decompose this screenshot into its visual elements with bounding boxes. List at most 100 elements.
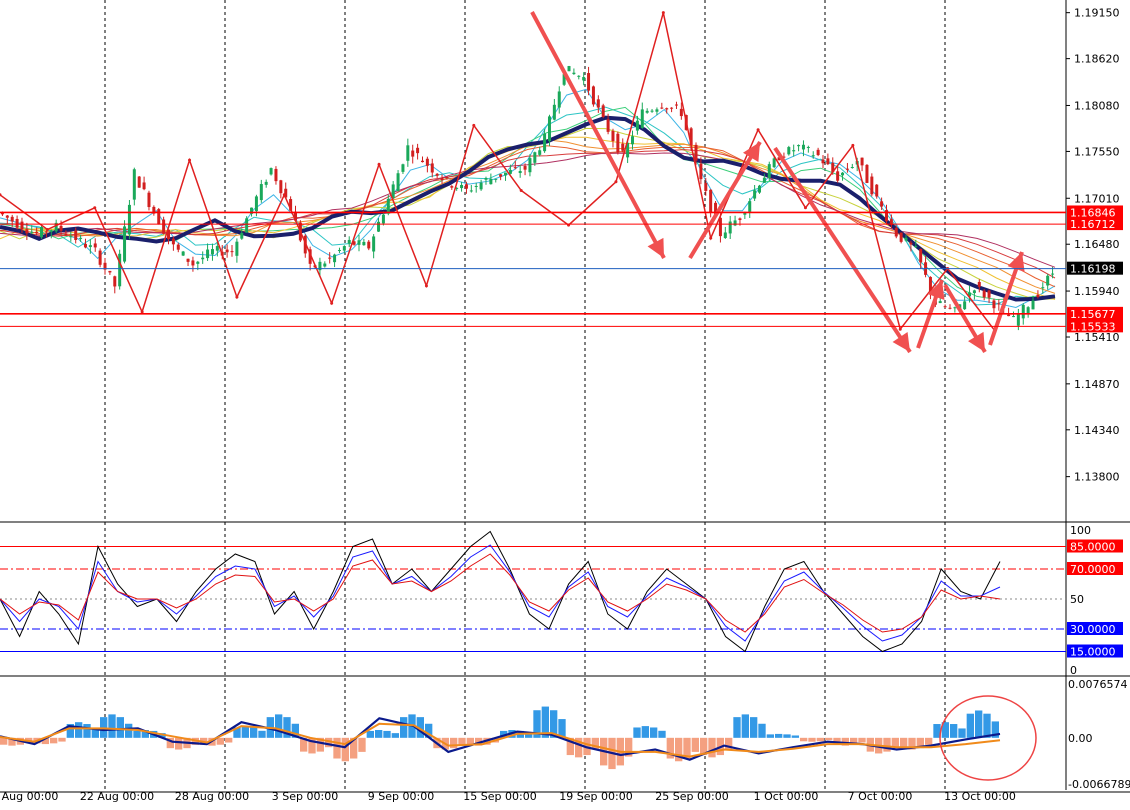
macd-histogram-bar xyxy=(858,737,866,743)
candle-body xyxy=(645,110,649,113)
macd-histogram-bar xyxy=(400,717,408,738)
macd-histogram-bar xyxy=(725,737,733,750)
macd-histogram-bar xyxy=(83,724,91,738)
candle-body xyxy=(728,221,732,234)
macd-histogram-bar xyxy=(741,714,749,738)
candle-body xyxy=(1051,273,1055,275)
candle-body xyxy=(1011,316,1015,318)
candle-body xyxy=(953,307,957,309)
candle-body xyxy=(210,249,214,255)
macd-histogram-bar xyxy=(366,730,374,738)
candle-body xyxy=(1007,314,1011,317)
macd-histogram-bar xyxy=(475,737,483,746)
candle-body xyxy=(943,306,947,308)
macd-histogram-bar xyxy=(733,717,741,738)
candle-body xyxy=(836,171,840,181)
candle-body xyxy=(64,233,68,236)
candle-body xyxy=(469,190,473,192)
macd-histogram-bar xyxy=(333,737,341,759)
macd-histogram-bar xyxy=(625,737,633,757)
price-tick-label: 1.15940 xyxy=(1074,285,1120,298)
candle-body xyxy=(118,253,122,287)
macd-histogram-bar xyxy=(225,737,233,743)
macd-histogram-bar xyxy=(450,737,458,749)
macd-histogram-bar xyxy=(850,737,858,745)
candle-body xyxy=(670,107,674,109)
candle-body xyxy=(611,130,615,142)
candle-body xyxy=(699,163,703,180)
macd-histogram-bar xyxy=(591,737,599,750)
candle-body xyxy=(416,147,420,154)
macd-histogram-bar xyxy=(91,728,99,738)
macd-histogram-bar xyxy=(958,728,966,738)
candle-body xyxy=(337,250,341,252)
macd-histogram-bar xyxy=(525,733,533,738)
candle-body xyxy=(450,186,454,188)
candle-body xyxy=(904,237,908,241)
candle-body xyxy=(811,155,815,157)
candle-body xyxy=(455,187,459,189)
candle-body xyxy=(557,91,561,108)
time-tick-label: 15 Sep 00:00 xyxy=(463,790,536,803)
candle-body xyxy=(635,120,639,131)
candle-body xyxy=(626,142,630,158)
candle-body xyxy=(870,176,874,195)
candle-body xyxy=(113,276,117,287)
candle-body xyxy=(206,249,210,259)
candle-body xyxy=(279,180,283,194)
macd-histogram-bar xyxy=(383,730,391,738)
trend-arrow-up-3 xyxy=(988,251,1025,346)
price-tick-label: 1.16480 xyxy=(1074,238,1120,251)
candle-body xyxy=(79,237,83,239)
macd-line xyxy=(0,717,1001,761)
candle-body xyxy=(186,258,190,262)
candle-body xyxy=(88,245,92,248)
time-tick-label: 25 Sep 00:00 xyxy=(655,790,728,803)
macd-histogram-bar xyxy=(891,737,899,748)
candle-body xyxy=(787,147,791,155)
zigzag-point xyxy=(45,227,49,231)
candle-body xyxy=(1031,300,1035,310)
candle-body xyxy=(718,217,722,237)
level-badge-label: 1.15677 xyxy=(1070,308,1116,321)
candle-body xyxy=(152,206,156,214)
candle-body xyxy=(445,177,449,179)
macd-histogram-bar xyxy=(341,737,349,762)
candle-body xyxy=(880,201,884,207)
candle-body xyxy=(250,207,254,214)
candle-body xyxy=(577,75,581,77)
zigzag-point xyxy=(614,180,618,184)
candle-body xyxy=(289,199,293,211)
macd-histogram-bar xyxy=(916,737,924,749)
candle-body xyxy=(860,157,864,166)
current-price-badge xyxy=(1067,261,1123,275)
candle-body xyxy=(821,159,825,164)
zigzag-point xyxy=(330,301,334,305)
candle-body xyxy=(547,116,551,142)
macd-tick-label: -0.0066789 xyxy=(1068,778,1130,791)
macd-histogram-bar xyxy=(541,706,549,738)
time-tick-label: 9 Sep 00:00 xyxy=(368,790,434,803)
candle-body xyxy=(616,133,620,153)
candle-body xyxy=(499,174,503,177)
candle-body xyxy=(582,77,586,81)
price-tick-label: 1.18080 xyxy=(1074,99,1120,112)
candle-body xyxy=(440,177,444,180)
macd-histogram-bar xyxy=(0,737,8,745)
candle-body xyxy=(831,162,835,172)
candle-body xyxy=(147,192,151,208)
candle-body xyxy=(323,263,327,267)
candle-body xyxy=(328,257,332,259)
candle-body xyxy=(899,232,903,242)
candle-body xyxy=(743,212,747,215)
candle-body xyxy=(816,149,820,156)
candle-body xyxy=(806,146,810,148)
candle-body xyxy=(284,188,288,198)
candle-body xyxy=(460,184,464,189)
candle-body xyxy=(259,184,263,201)
trend-arrow-down-1 xyxy=(530,11,666,259)
macd-histogram-bar xyxy=(316,737,324,752)
candle-body xyxy=(162,219,166,234)
